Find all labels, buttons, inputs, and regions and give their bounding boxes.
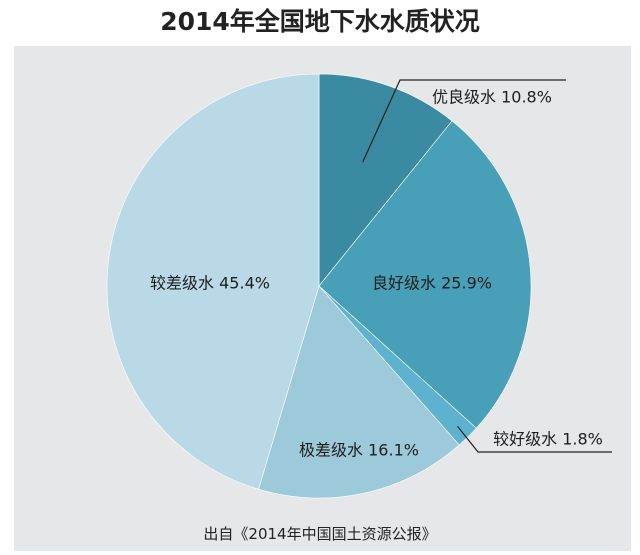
slice-label-1: 良好级水 25.9%: [372, 274, 492, 293]
chart-source: 出自《2014年中国国土资源公报》: [203, 525, 437, 543]
pie-slice-1: [318, 120, 532, 429]
pie-slice-4: [106, 73, 320, 490]
slice-label-4: 较差级水 45.4%: [150, 274, 270, 293]
leader-line-0: [362, 79, 566, 163]
pie-slice-0: [318, 73, 453, 287]
pie-slice-3: [258, 285, 460, 499]
leader-line-2: [457, 425, 612, 453]
slice-label-3: 极差级水 16.1%: [299, 441, 419, 460]
slice-label-0: 优良级水 10.8%: [432, 88, 552, 107]
chart-title: 2014年全国地下水水质状况: [160, 7, 480, 36]
slice-label-2: 较好级水 1.8%: [493, 430, 603, 449]
